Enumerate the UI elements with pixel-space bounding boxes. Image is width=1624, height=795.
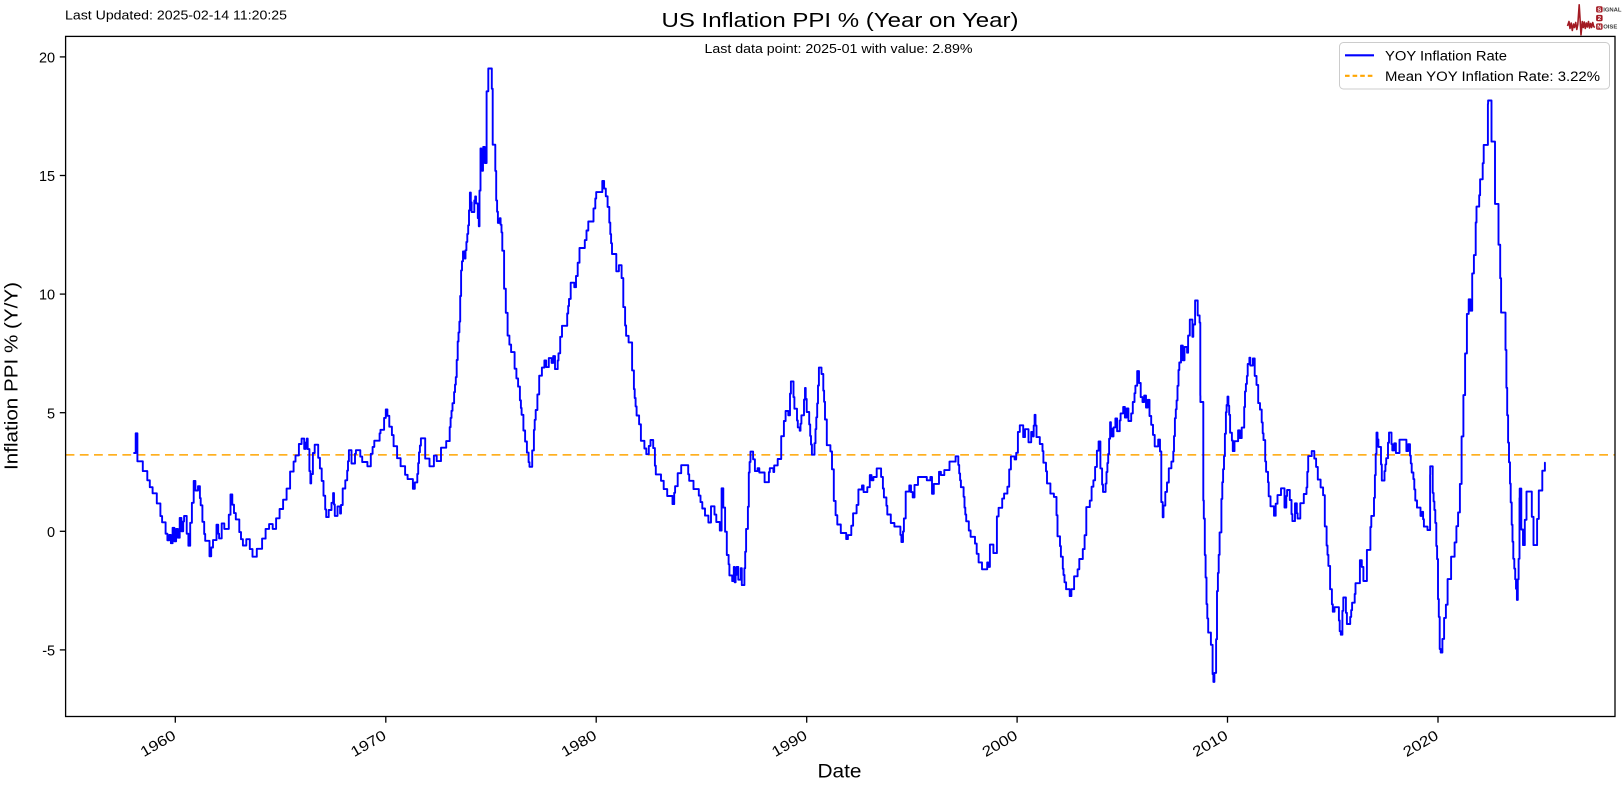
svg-text:US Inflation PPI % (Year on Ye: US Inflation PPI % (Year on Year) — [662, 10, 1019, 32]
svg-text:20: 20 — [39, 51, 55, 67]
svg-text:Last Updated: 2025-02-14 11:20: Last Updated: 2025-02-14 11:20:25 — [65, 8, 287, 23]
svg-text:Last data point: 2025-01 with: Last data point: 2025-01 with value: 2.8… — [705, 41, 973, 56]
svg-text:YOY Inflation Rate: YOY Inflation Rate — [1385, 48, 1507, 64]
svg-text:15: 15 — [39, 169, 55, 185]
svg-text:2: 2 — [1598, 16, 1602, 22]
svg-text:5: 5 — [47, 406, 55, 422]
svg-text:N: N — [1597, 25, 1601, 31]
svg-text:Inflation PPI % (Y/Y): Inflation PPI % (Y/Y) — [1, 282, 22, 470]
svg-text:-5: -5 — [42, 644, 55, 660]
svg-text:Mean YOY Inflation Rate: 3.22%: Mean YOY Inflation Rate: 3.22% — [1385, 69, 1600, 85]
svg-text:10: 10 — [39, 288, 55, 304]
svg-text:OISE: OISE — [1603, 25, 1617, 31]
svg-text:Date: Date — [818, 762, 862, 783]
svg-text:IGNAL: IGNAL — [1603, 7, 1622, 13]
svg-text:0: 0 — [47, 525, 55, 541]
svg-text:S: S — [1597, 7, 1601, 13]
